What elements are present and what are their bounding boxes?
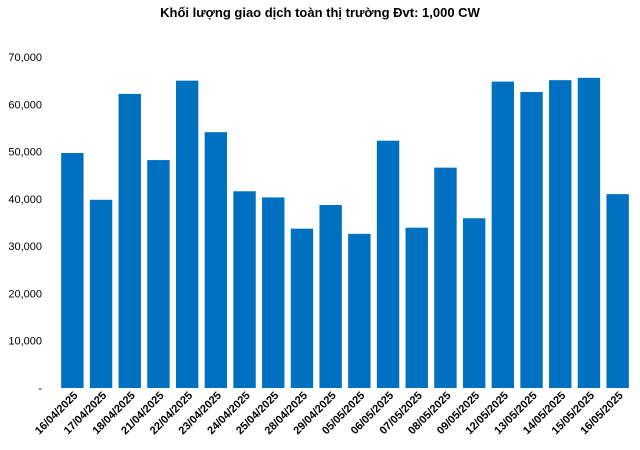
y-tick-label: 10,000 — [8, 336, 42, 348]
bar-18/04/2025 — [118, 93, 141, 388]
x-axis: 16/04/202517/04/202518/04/202521/04/2025… — [33, 390, 626, 437]
bar-15/05/2025 — [577, 77, 601, 388]
bar-08/05/2025 — [434, 167, 457, 388]
y-tick-label: 30,000 — [8, 241, 42, 253]
bar-14/05/2025 — [549, 80, 572, 389]
bar-25/04/2025 — [262, 197, 285, 388]
y-tick-label: 60,000 — [8, 99, 42, 111]
bar-12/05/2025 — [491, 81, 515, 389]
bar-05/05/2025 — [348, 233, 371, 388]
bars — [61, 77, 629, 389]
y-tick-label: 70,000 — [8, 52, 42, 64]
bar-16/05/2025 — [606, 194, 629, 388]
bar-09/05/2025 — [462, 218, 486, 388]
bar-23/04/2025 — [204, 132, 228, 388]
bar-29/04/2025 — [319, 205, 342, 388]
y-tick-label: 40,000 — [8, 194, 42, 206]
bar-22/04/2025 — [175, 80, 199, 389]
bar-16/04/2025 — [61, 152, 84, 388]
y-axis: - 10,000 20,000 30,000 40,000 50,000 60,000 70,… — [8, 52, 42, 395]
chart-title: Khối lượng giao dịch toàn thị trường Đvt… — [160, 5, 480, 20]
y-tick-label: - — [38, 383, 42, 395]
bar-21/04/2025 — [147, 160, 170, 388]
bar-28/04/2025 — [290, 228, 314, 388]
bar-17/04/2025 — [89, 199, 113, 388]
y-tick-label: 50,000 — [8, 147, 42, 159]
bar-06/05/2025 — [376, 140, 400, 388]
bar-24/04/2025 — [233, 191, 256, 388]
bar-07/05/2025 — [405, 227, 428, 388]
y-tick-label: 20,000 — [8, 288, 42, 300]
bar-13/05/2025 — [520, 91, 543, 389]
